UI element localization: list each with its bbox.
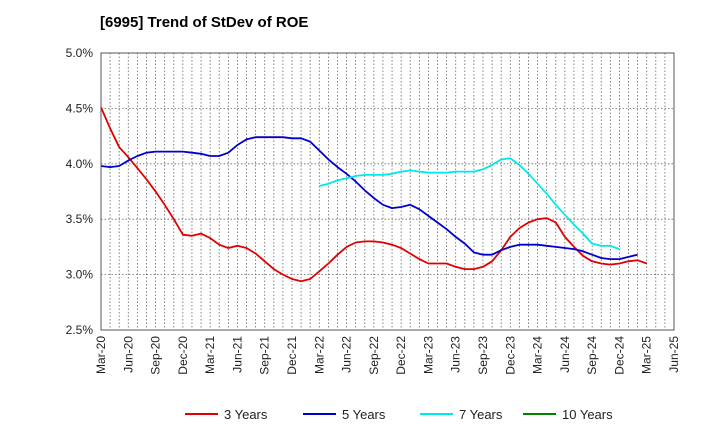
x-tick-label: Mar-23 [421,336,435,374]
x-tick-label: Sep-20 [149,336,163,375]
grid [100,52,675,331]
plot-frame [100,52,675,331]
x-tick-label: Jun-23 [449,336,463,373]
x-tick-label: Mar-22 [312,336,326,374]
y-tick-label: 3.0% [66,268,94,282]
y-tick-label: 4.5% [66,101,94,115]
x-tick-label: Jun-20 [121,336,135,373]
legend-label-5-years: 5 Years [342,407,386,422]
y-tick-label: 2.5% [66,323,94,337]
legend-label-7-years: 7 Years [459,407,503,422]
x-tick-label: Mar-20 [94,336,108,374]
x-tick-label: Dec-21 [285,336,299,375]
chart-title: [6995] Trend of StDev of ROE [100,14,308,31]
y-tick-label: 3.5% [66,212,94,226]
series-line-3-years [100,106,648,283]
y-axis-ticks: 2.5% 3.0% 3.5% 4.0% 4.5% 5.0% [66,46,94,337]
series-lines [100,106,648,283]
x-tick-label: Dec-23 [503,336,517,375]
x-tick-label: Dec-24 [612,336,626,375]
x-tick-label: Jun-22 [340,336,354,373]
x-tick-label: Sep-23 [476,336,490,375]
series-line-5-years [100,136,638,261]
x-tick-label: Jun-21 [230,336,244,373]
x-axis-ticks: Mar-20 Jun-20 Sep-20 Dec-20 Mar-21 Jun-21 Sep-… [94,336,681,375]
x-tick-label: Mar-25 [640,336,654,374]
x-tick-label: Dec-20 [176,336,190,375]
x-tick-label: Sep-22 [367,336,381,375]
x-tick-label: Dec-22 [394,336,408,375]
x-tick-label: Jun-24 [558,336,572,373]
legend: 3 Years 5 Years 7 Years 10 Years [185,407,613,422]
x-tick-label: Sep-21 [258,336,272,375]
y-tick-label: 4.0% [66,157,94,171]
legend-label-3-years: 3 Years [224,407,268,422]
x-tick-label: Mar-24 [531,336,545,374]
legend-label-10-years: 10 Years [562,407,613,422]
x-tick-label: Sep-24 [585,336,599,375]
x-tick-label: Mar-21 [203,336,217,374]
y-tick-label: 5.0% [66,46,94,60]
x-tick-label: Jun-25 [667,336,681,373]
series-line-7-years [319,157,620,250]
